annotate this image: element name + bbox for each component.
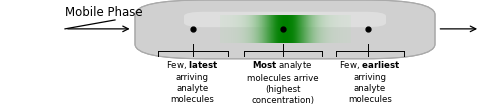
Text: Few, $\mathbf{latest}$
arriving
analyte
molecules: Few, $\mathbf{latest}$ arriving analyte … — [166, 59, 219, 104]
Text: Few, $\mathbf{earliest}$
arriving
analyte
molecules: Few, $\mathbf{earliest}$ arriving analyt… — [339, 59, 401, 104]
Text: Mobile Phase: Mobile Phase — [65, 6, 142, 19]
FancyBboxPatch shape — [184, 12, 386, 27]
Text: $\mathbf{Most}$ analyte
molecules arrive
(highest
concentration): $\mathbf{Most}$ analyte molecules arrive… — [246, 59, 318, 105]
FancyBboxPatch shape — [135, 0, 435, 59]
